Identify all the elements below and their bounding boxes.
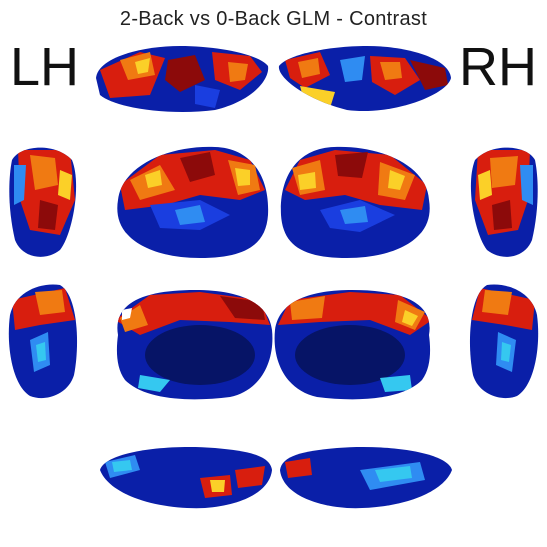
inferior-right-view [280,446,452,509]
posterior-left-view [8,284,78,399]
activation-patch [402,310,418,326]
activation-patch [235,168,250,186]
activation-patch [478,170,492,200]
activation-patch [380,375,412,392]
activation-patch [210,480,225,492]
medial-right-view [274,290,431,400]
activation-patch [175,205,205,225]
activation-patch [235,466,265,488]
medial-wall [145,325,255,385]
activation-patch [35,290,65,315]
activation-patch [410,60,448,90]
activation-patch [520,165,533,205]
activation-patch [228,62,248,82]
activation-patch [112,460,132,472]
activation-patch [36,342,46,362]
activation-patch [492,200,512,230]
activation-patch [30,155,58,190]
activation-patch [180,152,215,182]
activation-patch [195,85,220,108]
activation-patch [285,458,312,478]
activation-patch [501,342,511,362]
posterior-right-view [469,284,539,399]
activation-patch [135,58,150,74]
activation-patch [38,200,58,230]
activation-patch [298,58,320,78]
activation-patch [290,296,325,320]
medial-wall [295,325,405,385]
activation-patch [120,305,148,332]
lateral-right-view [280,146,430,258]
medial-left-view [116,290,273,400]
activation-patch [298,172,316,190]
activation-patch [375,466,412,482]
superior-right-view [278,46,451,112]
activation-patch [145,170,162,188]
anterior-right-view [470,147,538,257]
activation-patch [388,170,405,190]
activation-patch [122,308,132,320]
activation-patch [340,206,368,224]
right-hemisphere-label: RH [459,37,537,97]
activation-patch [138,375,170,392]
left-hemisphere-label: LH [10,37,80,97]
inferior-left-view [100,446,272,509]
activation-patch [58,170,72,200]
activation-patch [165,55,205,92]
figure-title: 2-Back vs 0-Back GLM - Contrast [119,8,428,30]
anterior-left-view [9,147,77,257]
lateral-left-view [117,146,269,258]
activation-patch [490,156,518,188]
activation-patch [335,152,368,178]
activation-patch [482,290,512,315]
activation-patch [340,56,365,82]
activation-patch [380,62,402,80]
activation-patch [14,165,26,205]
superior-left-view [96,46,269,113]
